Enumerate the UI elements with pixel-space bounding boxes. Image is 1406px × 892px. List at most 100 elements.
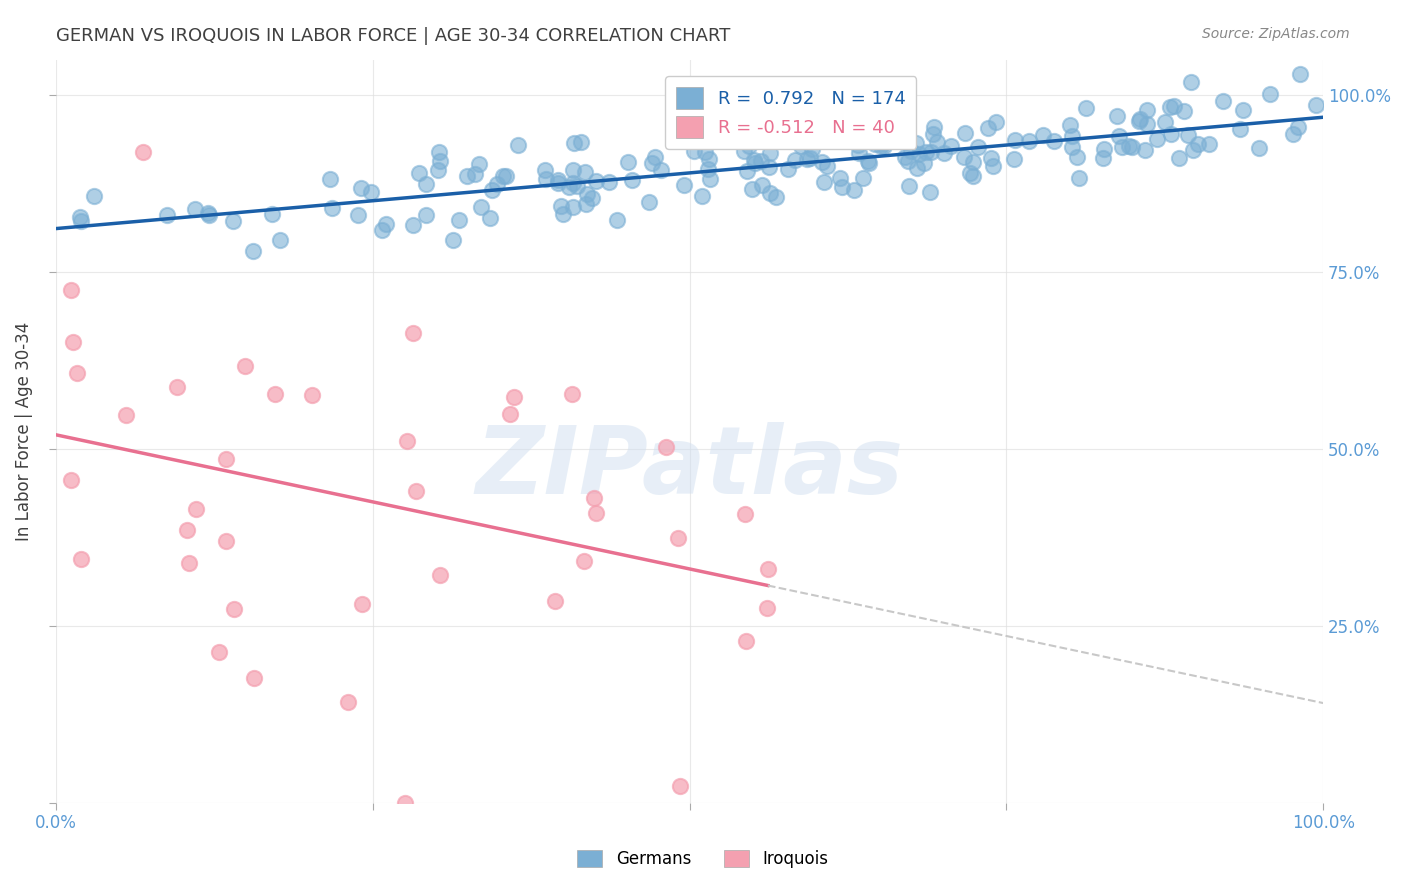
Point (547, 176, 569, 190)
Point (765, 189, 787, 203)
Point (1289, 67, 1312, 81)
Point (897, 153, 920, 168)
Point (508, 137, 530, 152)
Point (981, 159, 1004, 173)
Point (197, 205, 219, 219)
Point (813, 175, 835, 189)
Point (547, 172, 569, 186)
Point (464, 167, 486, 181)
Point (233, 359, 256, 374)
Point (644, 150, 666, 164)
Point (572, 554, 595, 568)
Point (215, 533, 238, 548)
Point (62, 334, 84, 349)
Point (215, 452, 238, 467)
Point (208, 645, 231, 659)
Point (650, 163, 672, 178)
Point (865, 137, 887, 152)
Point (655, 440, 678, 454)
Point (790, 139, 813, 153)
Legend: R =  0.792   N = 174, R = -0.512   N = 40: R = 0.792 N = 174, R = -0.512 N = 40 (665, 76, 917, 149)
Point (980, 152, 1002, 166)
Point (1059, 118, 1081, 132)
Point (924, 120, 946, 135)
Point (755, 600, 778, 615)
Point (456, 169, 478, 184)
Point (575, 197, 598, 211)
Point (115, 408, 138, 422)
Point (498, 407, 520, 421)
Point (441, 233, 464, 247)
Point (741, 182, 763, 196)
Point (179, 556, 201, 570)
Point (606, 213, 628, 227)
Point (697, 162, 720, 177)
Point (1232, 103, 1254, 117)
Point (1212, 95, 1234, 109)
Point (681, 131, 703, 145)
Point (176, 523, 198, 537)
Point (669, 779, 692, 793)
Point (856, 153, 879, 168)
Text: ZIPatlas: ZIPatlas (475, 422, 904, 515)
Point (977, 121, 1000, 136)
Point (783, 153, 806, 168)
Point (60, 283, 83, 297)
Point (544, 594, 567, 608)
Point (1032, 128, 1054, 142)
Point (1173, 104, 1195, 119)
Point (869, 138, 891, 153)
Point (1062, 140, 1084, 154)
Point (1018, 135, 1040, 149)
Point (574, 165, 596, 179)
Point (429, 153, 451, 168)
Point (242, 244, 264, 258)
Point (962, 169, 984, 183)
Point (620, 172, 643, 186)
Point (894, 151, 917, 165)
Point (242, 671, 264, 685)
Point (735, 164, 758, 178)
Point (346, 209, 368, 223)
Point (914, 156, 936, 170)
Point (350, 181, 373, 195)
Point (264, 387, 287, 401)
Point (415, 209, 437, 223)
Point (360, 186, 382, 200)
Point (1181, 143, 1204, 157)
Point (848, 146, 870, 161)
Point (1091, 151, 1114, 165)
Point (831, 180, 853, 194)
Point (470, 200, 492, 214)
Point (1066, 150, 1088, 164)
Point (738, 139, 761, 153)
Legend: Germans, Iroquois: Germans, Iroquois (571, 843, 835, 875)
Point (873, 138, 896, 153)
Point (550, 199, 572, 213)
Point (495, 169, 517, 184)
Point (852, 170, 875, 185)
Point (1177, 128, 1199, 142)
Point (571, 136, 593, 150)
Point (1159, 99, 1181, 113)
Point (262, 207, 284, 221)
Point (184, 202, 207, 216)
Point (830, 170, 852, 185)
Point (224, 601, 246, 615)
Point (920, 145, 942, 160)
Point (959, 165, 981, 179)
Point (567, 179, 589, 194)
Point (1004, 132, 1026, 146)
Point (166, 380, 188, 394)
Point (467, 156, 489, 170)
Point (962, 155, 984, 169)
Point (132, 145, 155, 159)
Point (1180, 75, 1202, 89)
Point (1002, 153, 1025, 167)
Point (534, 172, 557, 186)
Point (673, 178, 696, 192)
Point (415, 177, 437, 191)
Point (699, 172, 721, 186)
Point (486, 177, 509, 191)
Point (1136, 117, 1159, 131)
